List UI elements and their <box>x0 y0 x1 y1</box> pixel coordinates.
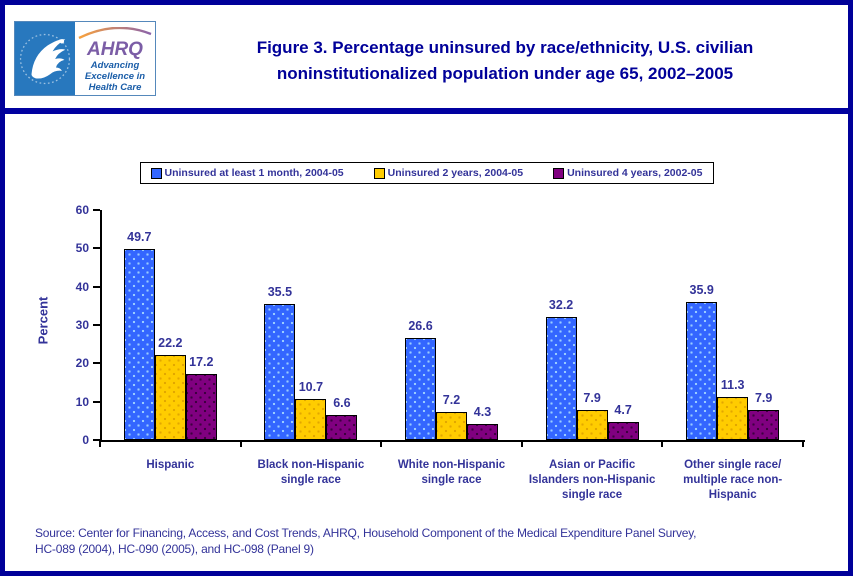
y-axis-tick-label: 0 <box>82 433 89 447</box>
x-axis-tick <box>802 440 804 447</box>
legend-swatch-yellow <box>373 167 385 179</box>
source-note: Source: Center for Financing, Access, an… <box>35 526 828 557</box>
bar-value-label: 32.2 <box>548 297 574 312</box>
category-label: Black non-Hispanic single race <box>257 459 365 486</box>
bar-purple-group5 <box>748 409 780 440</box>
y-axis-tick-label: 40 <box>75 279 89 294</box>
x-axis-tick <box>520 440 523 447</box>
bar-value-label: 35.9 <box>689 283 714 298</box>
y-axis-tick-label: 30 <box>75 318 89 332</box>
chart-title-line2: noninstitutionalized population under ag… <box>276 63 734 83</box>
y-axis-tick-label: 50 <box>75 241 89 256</box>
ahrq-logo: AHRQ Advancing Excellence in Health Care <box>14 21 156 96</box>
legend-item-4-years: Uninsured 4 years, 2002-05 <box>553 167 703 179</box>
y-axis-tick <box>93 439 100 441</box>
x-axis-tick <box>380 440 383 447</box>
y-axis-tick-label: 60 <box>75 203 89 217</box>
bar-value-label: 7.9 <box>754 390 773 405</box>
legend-swatch-purple <box>553 167 565 179</box>
bar-blue-group2 <box>264 303 296 440</box>
bar-value-label: 6.6 <box>333 395 351 410</box>
bar-purple-group1 <box>185 374 217 440</box>
category-label: White non-Hispanic single race <box>397 459 506 486</box>
category-label: Hispanic <box>146 459 195 471</box>
ahrq-brand: AHRQ Advancing Excellence in Health Care <box>75 22 155 95</box>
plot-area <box>100 210 805 442</box>
bar-yellow-group2 <box>295 398 327 440</box>
category-label: Asian or Pacific Islanders non-Hispanic si… <box>528 459 656 501</box>
bar-blue-group4 <box>545 316 577 440</box>
y-axis-tick <box>93 400 100 403</box>
source-line1: Source: Center for Financing, Access, an… <box>35 526 697 540</box>
bar-value-label: 22.2 <box>158 335 183 350</box>
y-axis-tick <box>93 362 100 365</box>
ahrq-wordmark: AHRQ <box>87 39 143 60</box>
y-axis-title: Percent <box>35 296 51 345</box>
bar-value-label: 26.6 <box>408 319 433 334</box>
y-axis-tick <box>93 247 100 250</box>
bar-blue-group5 <box>686 302 718 440</box>
bar-purple-group4 <box>607 421 639 440</box>
bar-yellow-group5 <box>717 396 749 440</box>
x-axis-tick <box>99 440 101 447</box>
bar-blue-group1 <box>123 249 155 440</box>
x-axis-tick <box>239 440 242 447</box>
bar-value-label: 35.5 <box>267 284 293 299</box>
header-divider <box>5 108 848 114</box>
bar-value-label: 7.9 <box>583 390 601 405</box>
hhs-seal-icon <box>15 22 75 95</box>
x-axis-tick <box>661 440 664 447</box>
y-axis-tick <box>93 209 100 211</box>
bar-purple-group2 <box>326 414 358 440</box>
bar-value-label: 10.7 <box>298 379 324 394</box>
y-axis-tick <box>93 324 100 326</box>
legend-swatch-blue <box>150 167 162 179</box>
bar-value-label: 7.2 <box>442 393 461 408</box>
source-line2: HC-089 (2004), HC-090 (2005), and HC-098… <box>35 541 314 556</box>
bar-yellow-group4 <box>576 409 608 440</box>
bar-value-label: 4.7 <box>614 402 632 417</box>
legend: Uninsured at least 1 month, 2004-05 Unin… <box>139 162 714 184</box>
y-axis-tick <box>93 285 100 288</box>
bar-value-label: 49.7 <box>127 230 152 245</box>
y-axis-tick-label: 20 <box>75 356 89 371</box>
bar-yellow-group1 <box>154 354 186 440</box>
bar-value-label: 4.3 <box>473 404 492 419</box>
bar-yellow-group3 <box>436 412 467 440</box>
ahrq-swoosh-icon <box>78 27 152 39</box>
category-label: Other single race/multiple race non- Hisp… <box>683 459 783 501</box>
legend-item-1-month: Uninsured at least 1 month, 2004-05 <box>150 167 344 179</box>
chart-title: Figure 3. Percentage uninsured by race/e… <box>170 35 840 86</box>
chart-title-line1: Figure 3. Percentage uninsured by race/e… <box>256 38 754 57</box>
y-axis-tick-label: 10 <box>75 394 89 409</box>
bar-value-label: 17.2 <box>189 355 214 370</box>
bar-blue-group3 <box>405 338 436 440</box>
bar-value-label: 11.3 <box>720 377 745 392</box>
logo-tagline: Advancing Excellence in Health Care <box>84 60 146 93</box>
legend-item-2-years: Uninsured 2 years, 2004-05 <box>373 167 523 179</box>
bar-purple-group3 <box>467 423 498 440</box>
